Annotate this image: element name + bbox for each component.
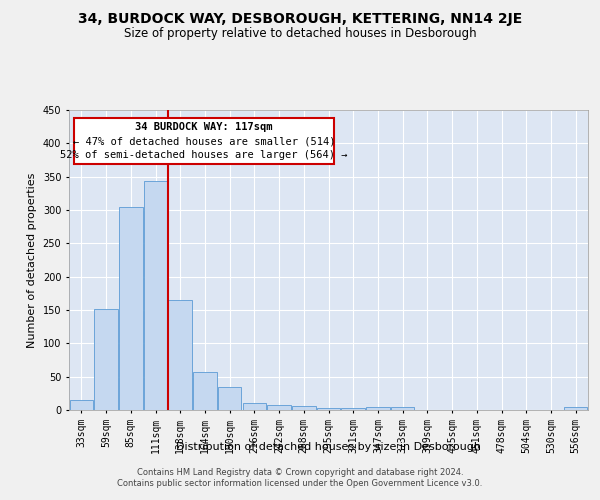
Bar (341, 408, 365, 410)
Text: Distribution of detached houses by size in Desborough: Distribution of detached houses by size … (176, 442, 481, 452)
Bar (193, 372, 217, 410)
Text: Contains HM Land Registry data © Crown copyright and database right 2024.
Contai: Contains HM Land Registry data © Crown c… (118, 468, 482, 487)
Bar (292, 406, 316, 410)
Bar (169, 300, 192, 410)
Text: Size of property relative to detached houses in Desborough: Size of property relative to detached ho… (124, 28, 476, 40)
Text: 34 BURDOCK WAY: 117sqm: 34 BURDOCK WAY: 117sqm (135, 122, 272, 132)
Text: 34, BURDOCK WAY, DESBOROUGH, KETTERING, NN14 2JE: 34, BURDOCK WAY, DESBOROUGH, KETTERING, … (78, 12, 522, 26)
Bar (144, 182, 167, 410)
Bar (70, 400, 93, 410)
Bar (268, 404, 291, 410)
Text: 52% of semi-detached houses are larger (564) →: 52% of semi-detached houses are larger (… (60, 150, 347, 160)
Bar (366, 406, 389, 410)
Text: ← 47% of detached houses are smaller (514): ← 47% of detached houses are smaller (51… (73, 136, 335, 146)
Bar (391, 408, 415, 410)
Bar (94, 308, 118, 410)
Bar (218, 386, 241, 410)
Y-axis label: Number of detached properties: Number of detached properties (27, 172, 37, 348)
Bar (564, 406, 587, 410)
Bar (242, 404, 266, 410)
FancyBboxPatch shape (74, 118, 334, 164)
Bar (119, 206, 143, 410)
Bar (317, 408, 340, 410)
